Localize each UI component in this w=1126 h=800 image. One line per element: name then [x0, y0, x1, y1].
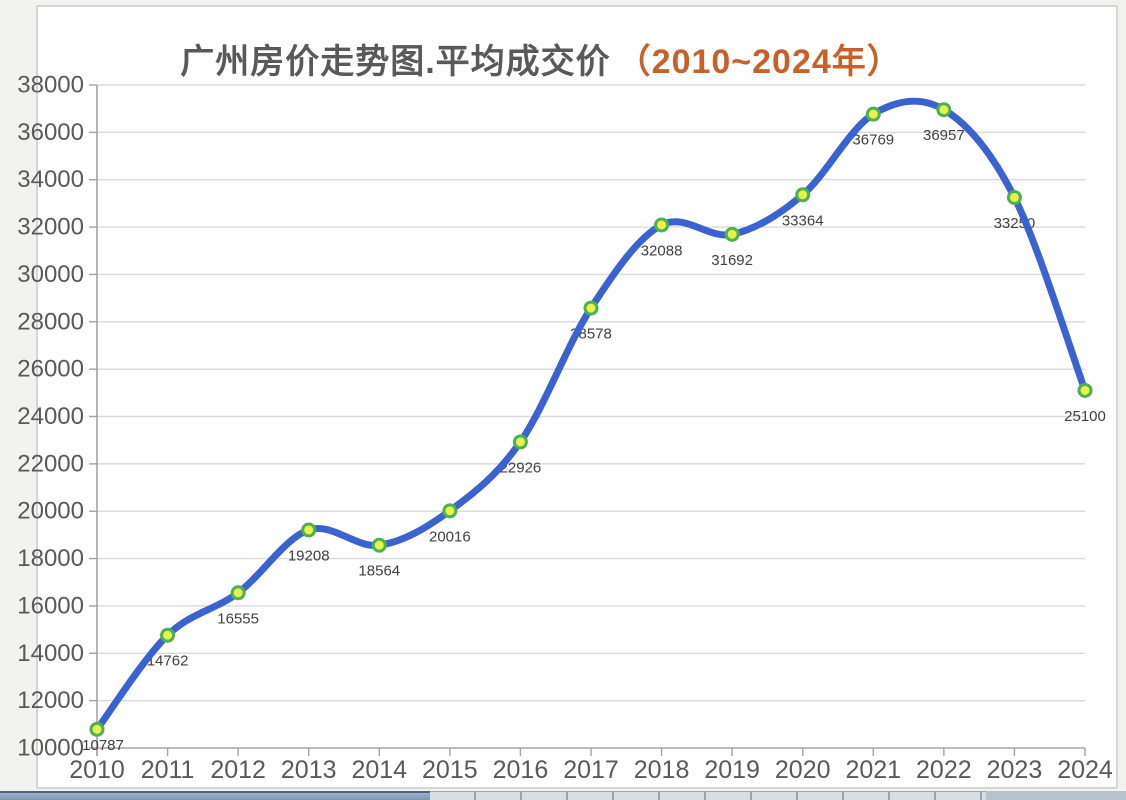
- data-point-marker: [795, 187, 811, 203]
- chart-panel: [36, 5, 1118, 789]
- data-point-marker: [583, 300, 599, 316]
- y-tick-label: 24000: [17, 403, 84, 430]
- y-tick-label: 22000: [17, 450, 84, 477]
- data-point-label: 19208: [288, 547, 330, 564]
- data-point-label: 22926: [500, 459, 542, 476]
- data-point-marker: [160, 627, 176, 643]
- y-tick-label: 10000: [17, 735, 84, 762]
- chart-title-range: （2010~2024年）: [616, 43, 902, 81]
- data-point-label: 33364: [782, 212, 824, 229]
- data-point-marker: [89, 721, 105, 737]
- y-tick-label: 28000: [17, 308, 84, 335]
- data-point-marker: [936, 102, 952, 118]
- y-tick-label: 18000: [17, 545, 84, 572]
- data-point-marker: [654, 217, 670, 233]
- data-point-label: 36769: [852, 132, 894, 149]
- y-tick-label: 12000: [17, 687, 84, 714]
- data-point-label: 14762: [147, 653, 189, 670]
- data-point-label: 36957: [923, 127, 965, 144]
- chart-title-text: 广州房价走势图.平均成交价: [180, 43, 611, 81]
- x-tick-label: 2017: [563, 756, 619, 784]
- y-tick-label: 32000: [17, 214, 84, 241]
- y-tick-label: 14000: [17, 640, 84, 667]
- x-tick-label: 2013: [281, 756, 337, 784]
- x-tick-label: 2010: [69, 756, 125, 784]
- x-tick-label: 2014: [351, 756, 407, 784]
- cutoff-strip-left-segment: [0, 791, 430, 800]
- data-point-marker: [301, 522, 317, 538]
- x-tick-label: 2018: [634, 756, 690, 784]
- y-tick-label: 36000: [17, 119, 84, 146]
- x-tick-label: 2012: [210, 756, 266, 784]
- data-point-label: 25100: [1064, 408, 1106, 425]
- x-tick-label: 2019: [704, 756, 760, 784]
- price-trend-line: [93, 97, 1089, 733]
- cutoff-strip-cell-row: [430, 791, 986, 800]
- x-tick-label: 2016: [493, 756, 549, 784]
- y-tick-label: 38000: [17, 72, 84, 99]
- y-tick-label: 30000: [17, 261, 84, 288]
- cutoff-ui-strip: [0, 791, 1126, 800]
- chart-title: 广州房价走势图.平均成交价 （2010~2024年）: [0, 34, 1104, 83]
- x-tick-label: 2022: [916, 756, 972, 784]
- data-point-label: 16555: [217, 610, 259, 627]
- data-point-marker: [512, 434, 528, 450]
- x-tick-label: 2021: [845, 756, 901, 784]
- y-tick-label: 16000: [17, 592, 84, 619]
- x-tick-label: 2020: [775, 756, 831, 784]
- data-point-label: 18564: [358, 563, 400, 580]
- data-point-marker: [230, 585, 246, 601]
- data-point-marker: [865, 106, 881, 122]
- x-tick-label: 2011: [141, 756, 195, 784]
- data-point-marker: [1077, 382, 1093, 398]
- data-point-marker: [371, 537, 387, 553]
- data-point-marker: [724, 226, 740, 242]
- cutoff-strip-right-segment: [986, 791, 1126, 800]
- x-tick-label: 2024: [1057, 756, 1113, 784]
- y-tick-label: 34000: [17, 166, 84, 193]
- data-point-label: 20016: [429, 528, 471, 545]
- data-point-label: 10787: [82, 737, 124, 754]
- data-point-label: 31692: [711, 252, 753, 269]
- x-tick-label: 2015: [422, 756, 478, 784]
- y-tick-label: 26000: [17, 356, 84, 383]
- data-point-label: 32088: [641, 242, 683, 259]
- x-tick-label: 2023: [987, 756, 1043, 784]
- data-point-marker: [442, 503, 458, 519]
- data-point-marker: [1006, 189, 1022, 205]
- y-tick-label: 20000: [17, 498, 84, 525]
